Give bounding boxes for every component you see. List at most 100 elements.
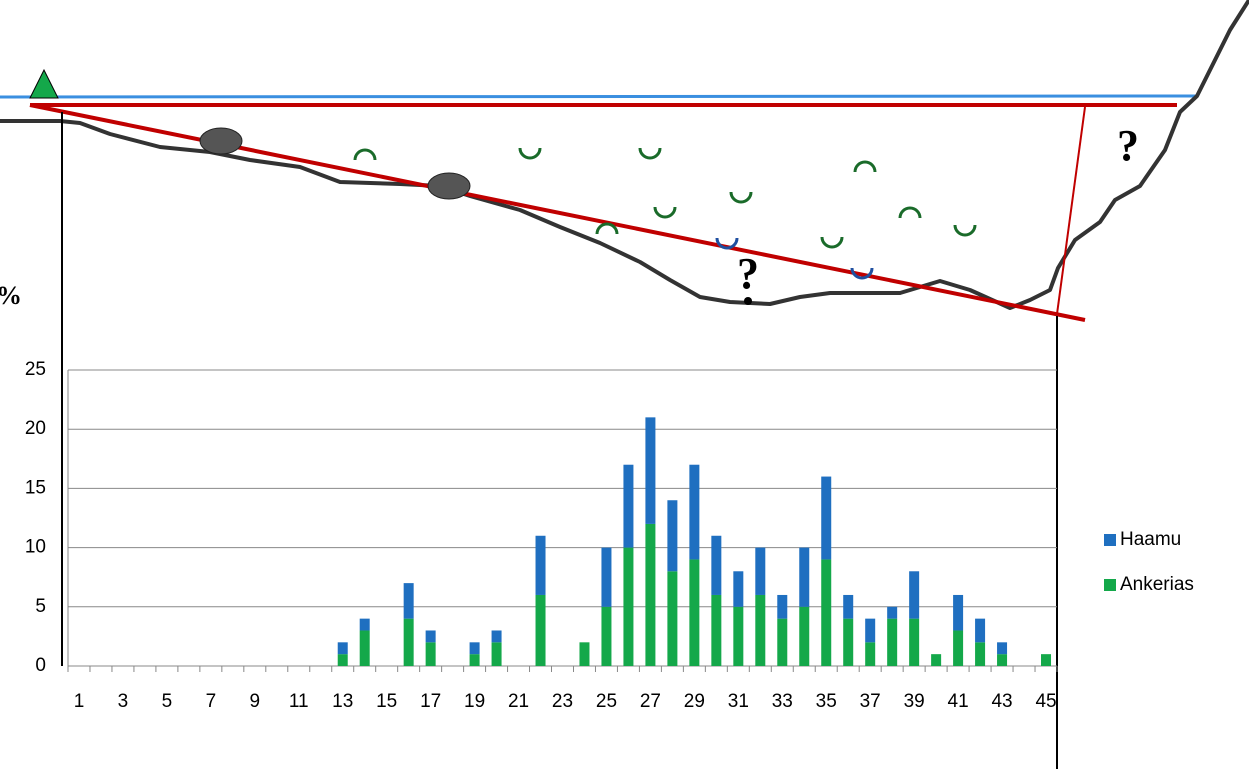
bar (997, 642, 1008, 655)
bar (667, 500, 678, 572)
bar (667, 571, 678, 666)
x-tick-label: 33 (772, 691, 793, 712)
bar (931, 654, 942, 666)
x-tick-label: 7 (206, 691, 217, 712)
legend-swatch (1104, 534, 1116, 546)
x-tick-label: 29 (684, 691, 705, 712)
bar (425, 630, 436, 643)
bar (777, 618, 788, 666)
x-tick-label: 41 (948, 691, 969, 712)
bar (887, 618, 898, 666)
bar (535, 535, 546, 595)
bar (909, 618, 920, 666)
bar (953, 594, 964, 631)
bar (337, 642, 348, 655)
bar (337, 654, 348, 666)
x-tick-label: 15 (376, 691, 397, 712)
bar (359, 618, 370, 631)
x-tick-label: 25 (596, 691, 617, 712)
x-tick-label: 27 (640, 691, 661, 712)
bar (909, 571, 920, 619)
bar (689, 559, 700, 666)
x-tick-label: 35 (816, 691, 837, 712)
bar (843, 618, 854, 666)
bar (623, 547, 634, 666)
bar (887, 606, 898, 619)
bar (601, 547, 612, 607)
y-tick-label: 5 (35, 596, 46, 617)
x-tick-label: 43 (991, 691, 1012, 712)
bar (403, 618, 414, 666)
bar (491, 642, 502, 666)
bar (535, 594, 546, 666)
x-tick-label: 13 (332, 691, 353, 712)
bar (997, 654, 1008, 666)
bar (711, 535, 722, 595)
x-tick-label: 45 (1035, 691, 1056, 712)
bar (821, 559, 832, 666)
bar (623, 464, 634, 548)
x-tick-label: 37 (860, 691, 881, 712)
bar (975, 618, 986, 643)
x-tick-label: 39 (904, 691, 925, 712)
y-tick-label: 10 (25, 537, 46, 558)
x-tick-label: 9 (250, 691, 261, 712)
bar (865, 618, 876, 643)
bar (799, 606, 810, 666)
x-tick-label: 21 (508, 691, 529, 712)
bar (645, 523, 656, 666)
lake-bottom (0, 0, 1249, 310)
bar (733, 571, 744, 607)
x-tick-label: 19 (464, 691, 485, 712)
bar (865, 642, 876, 666)
y-tick-label: 15 (25, 477, 46, 498)
bar (579, 642, 590, 666)
x-tick-label: 11 (289, 691, 309, 712)
x-tick-label: 23 (552, 691, 573, 712)
y-tick-label: 25 (25, 359, 46, 380)
x-tick-label: 5 (162, 691, 173, 712)
bar (645, 417, 656, 524)
fish-arrows (353, 147, 977, 280)
bar (359, 630, 370, 666)
dot (744, 297, 752, 305)
y-tick-label: 20 (25, 418, 46, 439)
bar (953, 630, 964, 666)
x-tick-label: 1 (74, 691, 85, 712)
y-tick-label: 0 (35, 655, 46, 676)
bar (491, 630, 502, 643)
bar (843, 594, 854, 619)
rock (427, 172, 471, 200)
legend-label: Ankerias (1120, 574, 1194, 595)
water-line (0, 94, 1198, 99)
legend-swatch (1104, 579, 1116, 591)
y-axis-label: % (0, 281, 22, 310)
bar (601, 606, 612, 666)
rock (199, 127, 243, 155)
bar (403, 583, 414, 619)
bar (469, 642, 480, 655)
x-tick-label: 3 (118, 691, 129, 712)
red-line (29, 103, 1086, 322)
marker-triangle (29, 68, 59, 99)
annotation: ? (737, 249, 759, 298)
bar (799, 547, 810, 607)
bar (755, 547, 766, 595)
bar (755, 594, 766, 666)
bar (821, 476, 832, 560)
bar (777, 594, 788, 619)
bar (975, 642, 986, 666)
bar (1041, 654, 1052, 666)
bar (425, 642, 436, 666)
red-line (1056, 106, 1086, 315)
bar (733, 606, 744, 666)
x-tick-label: 31 (728, 691, 749, 712)
x-tick-label: 17 (420, 691, 441, 712)
bar (469, 654, 480, 666)
bar (689, 464, 700, 560)
annotation: ? (1117, 121, 1139, 170)
legend-label: Haamu (1120, 529, 1181, 550)
bar (711, 594, 722, 666)
